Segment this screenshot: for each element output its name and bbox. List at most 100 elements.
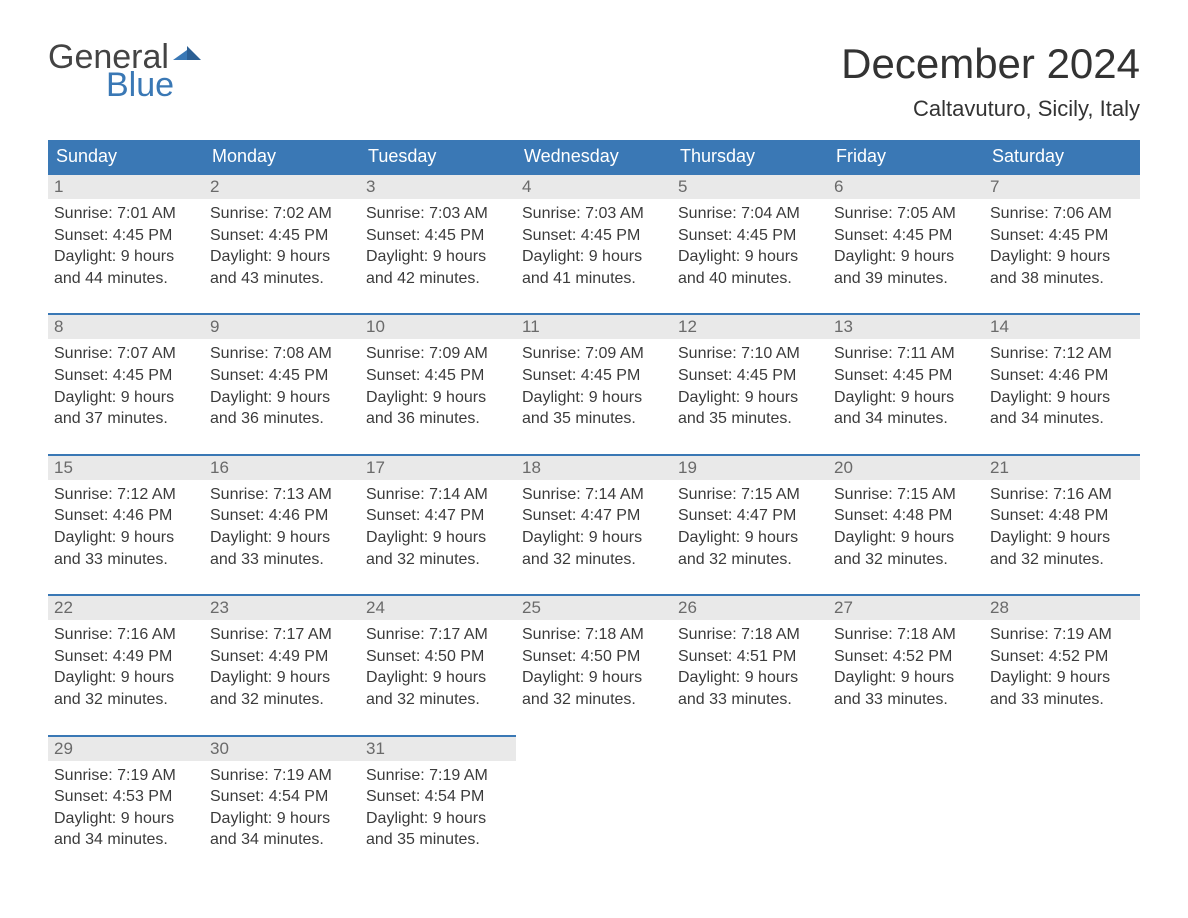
daylight-line1: Daylight: 9 hours (366, 527, 510, 549)
brand-part2: Blue (106, 68, 201, 102)
daylight-line1: Daylight: 9 hours (366, 387, 510, 409)
sunset-text: Sunset: 4:45 PM (678, 365, 822, 387)
daylight-line1: Daylight: 9 hours (366, 667, 510, 689)
daylight-line1: Daylight: 9 hours (990, 667, 1134, 689)
day-body: Sunrise: 7:14 AMSunset: 4:47 PMDaylight:… (360, 480, 516, 574)
sunrise-text: Sunrise: 7:14 AM (522, 484, 666, 506)
day-number: 11 (516, 315, 672, 339)
weekday-header: Saturday (984, 140, 1140, 173)
daylight-line1: Daylight: 9 hours (834, 246, 978, 268)
day-cell: 18Sunrise: 7:14 AMSunset: 4:47 PMDayligh… (516, 454, 672, 574)
day-body: Sunrise: 7:19 AMSunset: 4:54 PMDaylight:… (204, 761, 360, 855)
sunset-text: Sunset: 4:48 PM (834, 505, 978, 527)
day-cell: 12 Sunrise: 7:10 AMSunset: 4:45 PMDayligh… (672, 313, 828, 433)
daylight-line2: and 44 minutes. (54, 268, 198, 290)
day-body: Sunrise: 7:17 AMSunset: 4:49 PMDaylight:… (204, 620, 360, 714)
daylight-line2: and 33 minutes. (834, 689, 978, 711)
daylight-line2: and 41 minutes. (522, 268, 666, 290)
sunset-text: Sunset: 4:48 PM (990, 505, 1134, 527)
sunset-text: Sunset: 4:47 PM (366, 505, 510, 527)
sunrise-text: Sunrise: 7:01 AM (54, 203, 198, 225)
daylight-line2: and 32 minutes. (990, 549, 1134, 571)
day-body: Sunrise: 7:12 AMSunset: 4:46 PMDaylight:… (48, 480, 204, 574)
day-body: Sunrise: 7:13 AMSunset: 4:46 PMDaylight:… (204, 480, 360, 574)
daylight-line2: and 33 minutes. (54, 549, 198, 571)
daylight-line1: Daylight: 9 hours (54, 246, 198, 268)
daylight-line1: Daylight: 9 hours (678, 387, 822, 409)
sunset-text: Sunset: 4:45 PM (522, 365, 666, 387)
sunrise-text: Sunrise: 7:19 AM (990, 624, 1134, 646)
weekday-header: Sunday (48, 140, 204, 173)
sunrise-text: Sunrise: 7:16 AM (990, 484, 1134, 506)
sunset-text: Sunset: 4:46 PM (990, 365, 1134, 387)
daylight-line2: and 36 minutes. (366, 408, 510, 430)
daylight-line1: Daylight: 9 hours (366, 246, 510, 268)
day-body: Sunrise: 7:05 AMSunset: 4:45 PMDaylight:… (828, 199, 984, 293)
day-cell: 3Sunrise: 7:03 AMSunset: 4:45 PMDaylight… (360, 173, 516, 293)
sunset-text: Sunset: 4:45 PM (990, 225, 1134, 247)
sunrise-text: Sunrise: 7:04 AM (678, 203, 822, 225)
day-body: Sunrise: 7:19 AMSunset: 4:52 PMDaylight:… (984, 620, 1140, 714)
sunrise-text: Sunrise: 7:19 AM (366, 765, 510, 787)
day-cell: 5Sunrise: 7:04 AMSunset: 4:45 PMDaylight… (672, 173, 828, 293)
month-title: December 2024 (841, 40, 1140, 88)
daylight-line2: and 35 minutes. (366, 829, 510, 851)
daylight-line1: Daylight: 9 hours (678, 246, 822, 268)
sunset-text: Sunset: 4:45 PM (522, 225, 666, 247)
daylight-line1: Daylight: 9 hours (366, 808, 510, 830)
daylight-line2: and 33 minutes. (678, 689, 822, 711)
location-subtitle: Caltavuturo, Sicily, Italy (841, 96, 1140, 122)
day-number: 18 (516, 456, 672, 480)
day-number: 3 (360, 175, 516, 199)
day-number: 10 (360, 315, 516, 339)
day-cell: 23Sunrise: 7:17 AMSunset: 4:49 PMDayligh… (204, 594, 360, 714)
day-number: 28 (984, 596, 1140, 620)
sunrise-text: Sunrise: 7:18 AM (678, 624, 822, 646)
day-body: Sunrise: 7:08 AMSunset: 4:45 PMDaylight:… (204, 339, 360, 433)
day-body: Sunrise: 7:04 AMSunset: 4:45 PMDaylight:… (672, 199, 828, 293)
sunset-text: Sunset: 4:46 PM (210, 505, 354, 527)
daylight-line1: Daylight: 9 hours (678, 667, 822, 689)
day-cell: 25Sunrise: 7:18 AMSunset: 4:50 PMDayligh… (516, 594, 672, 714)
daylight-line1: Daylight: 9 hours (834, 387, 978, 409)
day-number: 9 (204, 315, 360, 339)
daylight-line2: and 32 minutes. (522, 549, 666, 571)
day-number: 8 (48, 315, 204, 339)
daylight-line1: Daylight: 9 hours (990, 527, 1134, 549)
weekday-header: Tuesday (360, 140, 516, 173)
sunrise-text: Sunrise: 7:10 AM (678, 343, 822, 365)
daylight-line2: and 35 minutes. (522, 408, 666, 430)
daylight-line1: Daylight: 9 hours (210, 527, 354, 549)
day-number: 12 (672, 315, 828, 339)
sunrise-text: Sunrise: 7:16 AM (54, 624, 198, 646)
sunrise-text: Sunrise: 7:03 AM (522, 203, 666, 225)
day-cell: 11Sunrise: 7:09 AMSunset: 4:45 PMDayligh… (516, 313, 672, 433)
week-row: 1Sunrise: 7:01 AMSunset: 4:45 PMDaylight… (48, 173, 1140, 293)
daylight-line2: and 32 minutes. (678, 549, 822, 571)
day-cell: 26Sunrise: 7:18 AMSunset: 4:51 PMDayligh… (672, 594, 828, 714)
day-body: Sunrise: 7:18 AMSunset: 4:50 PMDaylight:… (516, 620, 672, 714)
day-cell: 28Sunrise: 7:19 AMSunset: 4:52 PMDayligh… (984, 594, 1140, 714)
daylight-line2: and 32 minutes. (834, 549, 978, 571)
weekday-header: Thursday (672, 140, 828, 173)
daylight-line2: and 34 minutes. (210, 829, 354, 851)
sunrise-text: Sunrise: 7:02 AM (210, 203, 354, 225)
day-body: Sunrise: 7:19 AMSunset: 4:53 PMDaylight:… (48, 761, 204, 855)
day-cell: 24Sunrise: 7:17 AMSunset: 4:50 PMDayligh… (360, 594, 516, 714)
weekday-header: Wednesday (516, 140, 672, 173)
day-cell: 30Sunrise: 7:19 AMSunset: 4:54 PMDayligh… (204, 735, 360, 855)
weekday-header: Friday (828, 140, 984, 173)
sunset-text: Sunset: 4:49 PM (54, 646, 198, 668)
title-block: December 2024 Caltavuturo, Sicily, Italy (841, 40, 1140, 122)
day-body: Sunrise: 7:19 AMSunset: 4:54 PMDaylight:… (360, 761, 516, 855)
week-row: 29Sunrise: 7:19 AMSunset: 4:53 PMDayligh… (48, 735, 1140, 855)
sunrise-text: Sunrise: 7:13 AM (210, 484, 354, 506)
day-body: Sunrise: 7:15 AMSunset: 4:47 PMDaylight:… (672, 480, 828, 574)
sunset-text: Sunset: 4:45 PM (54, 225, 198, 247)
day-cell: 1Sunrise: 7:01 AMSunset: 4:45 PMDaylight… (48, 173, 204, 293)
brand-logo: General Blue (48, 40, 201, 102)
sunrise-text: Sunrise: 7:08 AM (210, 343, 354, 365)
daylight-line1: Daylight: 9 hours (210, 808, 354, 830)
daylight-line1: Daylight: 9 hours (522, 246, 666, 268)
day-cell: 31Sunrise: 7:19 AMSunset: 4:54 PMDayligh… (360, 735, 516, 855)
